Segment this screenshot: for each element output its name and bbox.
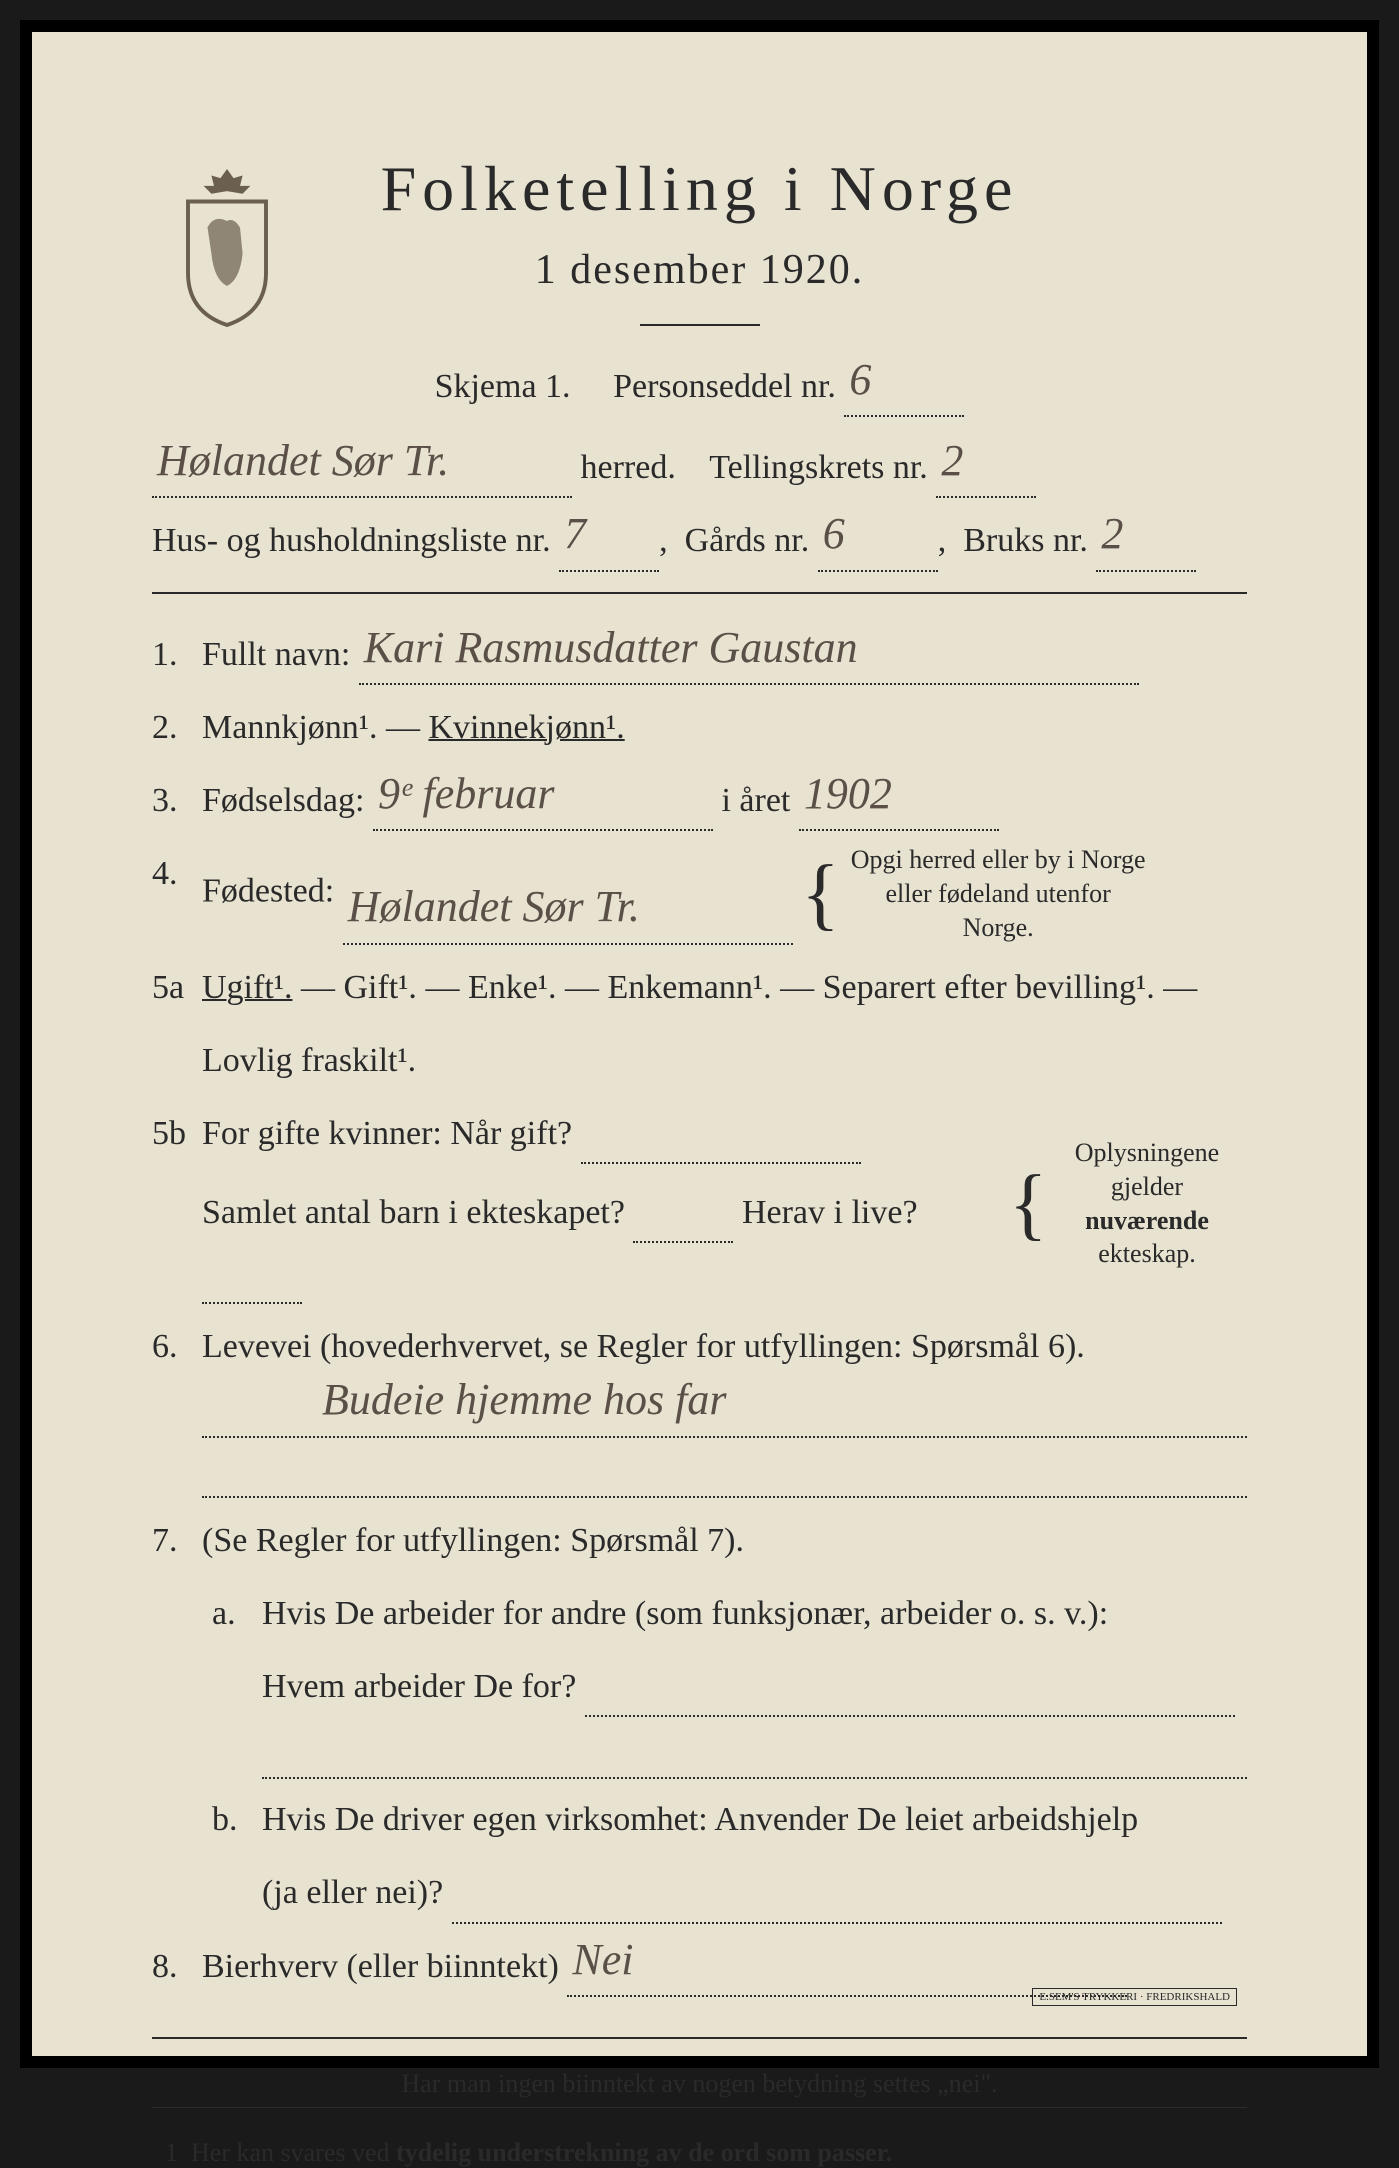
q7b: b. Hvis De driver egen virksomhet: Anven… <box>152 1789 1247 1850</box>
printer-mark: E.SEM'S TRYKKERI · FREDRIKSHALD <box>1032 1988 1237 2006</box>
q7a: a. Hvis De arbeider for andre (som funks… <box>152 1583 1247 1644</box>
q8-label: Bierhverv (eller biinntekt) <box>202 1948 559 1985</box>
q5b-note: Oplysningene gjelder nuværende ekteskap. <box>1047 1136 1247 1271</box>
q1-num: 1. <box>152 624 178 685</box>
q5b-line2a: Samlet antal barn i ekteskapet? <box>202 1194 625 1231</box>
coat-of-arms-icon <box>162 162 292 332</box>
q5b: 5b For gifte kvinner: Når gift? Samlet a… <box>152 1103 1247 1305</box>
q7b-text1: Hvis De driver egen virksomhet: Anvender… <box>262 1801 1138 1838</box>
skjema-line: Skjema 1. Personseddel nr. 6 <box>152 356 1247 417</box>
q5a-ugift: Ugift¹. <box>202 969 292 1006</box>
q5b-line1a: For gifte kvinner: Når gift? <box>202 1115 572 1152</box>
section-rule-2 <box>152 2037 1247 2039</box>
q7b-letter: b. <box>212 1789 238 1850</box>
q6-value: Budeie hjemme hos far <box>322 1360 726 1439</box>
q3-year: 1902 <box>804 754 892 833</box>
q2: 2. Mannkjønn¹. — Kvinnekjønn¹. <box>152 697 1247 758</box>
gards-value: 6 <box>823 494 845 573</box>
herred-value: Hølandet Sør Tr. <box>157 421 449 500</box>
husliste-label: Hus- og husholdningsliste nr. <box>152 522 551 559</box>
q5a: 5a Ugift¹. — Gift¹. — Enke¹. — Enkemann¹… <box>152 957 1247 1018</box>
q5a-enkemann: Enkemann¹. <box>608 969 772 1006</box>
footnote-num: 1 <box>165 2138 178 2167</box>
q5a-num: 5a <box>152 957 184 1018</box>
herred-label: herred. <box>581 449 676 486</box>
person-nr: 6 <box>849 340 871 419</box>
page-title: Folketelling i Norge <box>152 152 1247 226</box>
herred-line: Hølandet Sør Tr. herred. Tellingskrets n… <box>152 437 1247 498</box>
q8-num: 8. <box>152 1936 178 1997</box>
husliste-value: 7 <box>564 494 586 573</box>
page-subtitle: 1 desember 1920. <box>152 246 1247 294</box>
q2-num: 2. <box>152 697 178 758</box>
q3-num: 3. <box>152 770 178 831</box>
q5a-cont: Lovlig fraskilt¹. <box>152 1030 1247 1091</box>
q3-value: 9ᵉ februar <box>378 754 555 833</box>
person-label: Personseddel nr. <box>613 368 836 405</box>
q5a-separert: Separert efter bevilling¹. <box>823 969 1155 1006</box>
census-form-page: Folketelling i Norge 1 desember 1920. Sk… <box>20 20 1379 2068</box>
tellingskrets-label: Tellingskrets nr. <box>709 449 928 486</box>
q7a-letter: a. <box>212 1583 236 1644</box>
header-rule <box>640 324 760 326</box>
bruks-value: 2 <box>1101 494 1123 573</box>
q7a-2: Hvem arbeider De for? <box>152 1656 1247 1717</box>
q1-value: Kari Rasmusdatter Gaustan <box>364 608 858 687</box>
section-rule-1 <box>152 592 1247 594</box>
q4-value: Hølandet Sør Tr. <box>348 867 640 946</box>
q6: 6. Levevei (hovederhvervet, se Regler fo… <box>152 1316 1247 1497</box>
footnote-rule <box>152 2107 1247 2108</box>
q3-label: Fødselsdag: <box>202 782 364 819</box>
brace-icon: { <box>801 862 839 926</box>
q5b-line2b: Herav i live? <box>742 1194 918 1231</box>
q1-label: Fullt navn: <box>202 636 350 673</box>
q7b-2: (ja eller nei)? <box>152 1862 1247 1923</box>
q4-label: Fødested: <box>202 873 334 910</box>
q4-num: 4. <box>152 843 178 904</box>
q7a-text2: Hvem arbeider De for? <box>262 1668 576 1705</box>
skjema-label: Skjema 1. <box>435 368 571 405</box>
q4-note: Opgi herred eller by i Norge eller fødel… <box>848 843 1148 944</box>
q2-kvinne: Kvinnekjønn¹. <box>428 709 624 746</box>
q5b-num: 5b <box>152 1103 186 1164</box>
q2-mann: Mannkjønn¹. <box>202 709 377 746</box>
q6-num: 6. <box>152 1316 178 1377</box>
q7-head: (Se Regler for utfyllingen: Spørsmål 7). <box>202 1522 744 1559</box>
gards-label: Gårds nr. <box>685 522 810 559</box>
q5a-gift: Gift¹. <box>343 969 416 1006</box>
ids-line: Hus- og husholdningsliste nr. 7, Gårds n… <box>152 510 1247 571</box>
q7: 7. (Se Regler for utfyllingen: Spørsmål … <box>152 1510 1247 1571</box>
q7-num: 7. <box>152 1510 178 1571</box>
header: Folketelling i Norge 1 desember 1920. <box>152 152 1247 326</box>
q5a-fraskilt: Lovlig fraskilt¹. <box>202 1042 416 1079</box>
q5a-enke: Enke¹. <box>468 969 557 1006</box>
q4: 4. Fødested: Hølandet Sør Tr. { Opgi her… <box>152 843 1247 944</box>
tellingskrets-value: 2 <box>941 421 963 500</box>
footnote-bold: tydelig understrekning av de ord som pas… <box>396 2138 892 2167</box>
q2-dash: — <box>386 709 429 746</box>
q1: 1. Fullt navn: Kari Rasmusdatter Gaustan <box>152 624 1247 685</box>
bruks-label: Bruks nr. <box>963 522 1088 559</box>
q7a-fill <box>262 1729 1247 1779</box>
q7a-text1: Hvis De arbeider for andre (som funksjon… <box>262 1595 1108 1632</box>
hint-line: Har man ingen biinntekt av nogen betydni… <box>152 2069 1247 2099</box>
footnote-line: 1 Her kan svares ved tydelig understrekn… <box>152 2138 1247 2168</box>
q3: 3. Fødselsdag: 9ᵉ februar i året 1902 <box>152 770 1247 831</box>
q8-value: Nei <box>572 1920 633 1999</box>
q3-mid: i året <box>721 782 790 819</box>
q7b-text2: (ja eller nei)? <box>262 1874 443 1911</box>
brace-icon-2: } <box>1009 1172 1047 1236</box>
